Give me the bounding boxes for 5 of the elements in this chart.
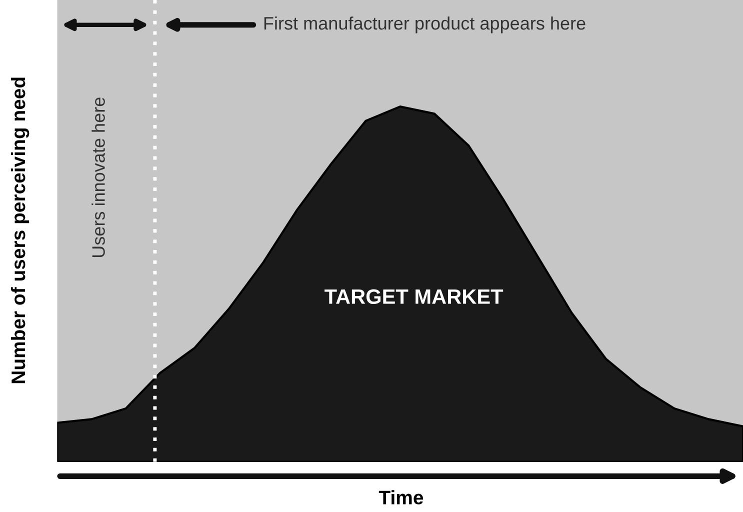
text: First manufacturer product appears here: [264, 16, 586, 34]
y-axis-title: Number of users perceiving need: [10, 78, 30, 384]
annotation: Users innovate here: [92, 98, 105, 258]
annotation: TARGET MARKET: [324, 289, 504, 304]
x-axis-title: Time: [378, 490, 424, 504]
